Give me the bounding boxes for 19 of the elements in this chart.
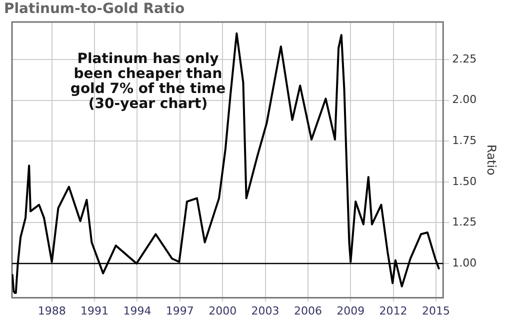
x-tick-label: 2006 [294, 304, 322, 318]
y-tick-label: 2.25 [452, 52, 477, 66]
y-tick-label: 2.00 [452, 93, 477, 106]
chart-title: Platinum-to-Gold Ratio [4, 1, 185, 17]
y-tick-label: 1.25 [452, 216, 477, 229]
y-tick-label: 1.00 [452, 256, 477, 270]
y-tick-label: 1.75 [452, 134, 477, 147]
x-tick-label: 2009 [336, 304, 365, 318]
annotation: Platinum has only been cheaper than gold 7% of the time (30-year chart) [70, 51, 226, 112]
x-tick-label: 1997 [166, 304, 194, 318]
y-axis-title: Ratio [484, 144, 499, 176]
x-tick-label: 1988 [38, 304, 66, 318]
x-tick-label: 2015 [422, 304, 450, 318]
x-tick-label: 2000 [208, 304, 237, 318]
x-tick-label: 1991 [80, 304, 109, 318]
y-tick-label: 1.50 [452, 174, 477, 188]
x-tick-label: 2003 [251, 304, 280, 318]
x-tick-label: 1994 [123, 304, 152, 318]
x-tick-label: 2012 [379, 304, 408, 318]
